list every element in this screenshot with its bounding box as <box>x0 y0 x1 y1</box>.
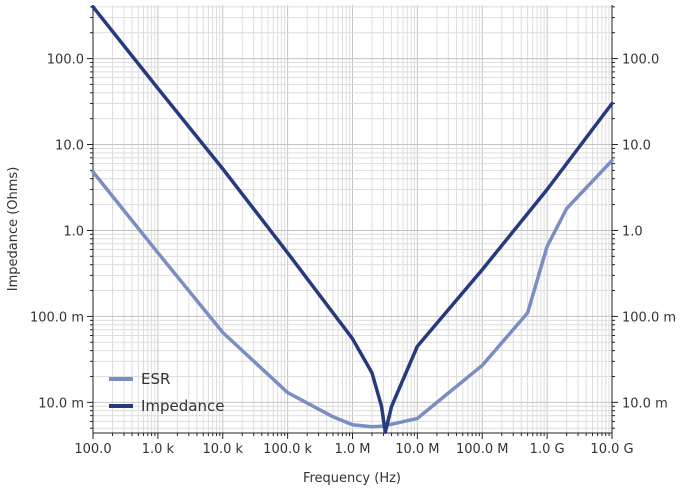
y-tick-label-left: 100.0 <box>47 53 84 68</box>
x-tick-label: 1.0 k <box>142 442 175 457</box>
x-tick-label: 1.0 M <box>334 442 370 457</box>
x-tick-label: 1.0 G <box>530 442 565 457</box>
y-tick-label-right: 100.0 m <box>622 310 676 325</box>
y-tick-label-right: 10.0 <box>622 139 651 154</box>
x-tick-label: 100.0 <box>74 442 111 457</box>
y-tick-label-right: 1.0 <box>622 224 643 239</box>
legend-label-impedance: Impedance <box>141 397 224 415</box>
series-lines <box>91 5 614 434</box>
impedance-line <box>91 5 614 434</box>
y-tick-label-left: 10.0 <box>55 139 84 154</box>
tick-labels: 100.0 1.0 k 10.0 k 100.0 k 1.0 M 10.0 M 100.0 … <box>30 53 676 457</box>
x-tick-label: 10.0 k <box>202 442 243 457</box>
esr-line <box>91 158 614 429</box>
y-tick-label-left: 1.0 <box>63 224 84 239</box>
x-tick-label: 10.0 M <box>395 442 439 457</box>
y-tick-label-left: 100.0 m <box>30 310 84 325</box>
x-tick-label: 10.0 G <box>590 442 633 457</box>
y-axis-label: Impedance (Ohms) <box>6 167 21 292</box>
grid <box>92 5 613 433</box>
x-tick-label: 100.0 M <box>456 442 509 457</box>
y-tick-label-left: 10.0 m <box>38 396 84 411</box>
legend: ESR Impedance <box>109 370 224 415</box>
y-tick-label-right: 10.0 m <box>622 396 668 411</box>
x-tick-label: 100.0 k <box>263 442 312 457</box>
x-axis-label: Frequency (Hz) <box>303 471 401 486</box>
axes <box>87 5 618 439</box>
y-tick-label-right: 100.0 <box>622 53 659 68</box>
legend-label-esr: ESR <box>141 370 170 388</box>
